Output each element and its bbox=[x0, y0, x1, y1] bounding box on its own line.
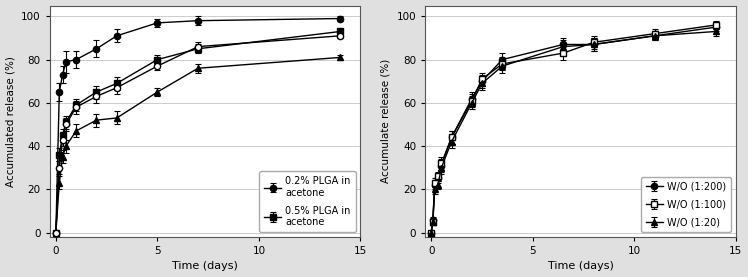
X-axis label: Time (days): Time (days) bbox=[172, 261, 238, 271]
Y-axis label: Accumulated release (%): Accumulated release (%) bbox=[5, 56, 16, 187]
Y-axis label: Accumulate release (%): Accumulate release (%) bbox=[381, 59, 391, 183]
Legend: W/O (1:200), W/O (1:100), W/O (1:20): W/O (1:200), W/O (1:100), W/O (1:20) bbox=[641, 177, 731, 232]
X-axis label: Time (days): Time (days) bbox=[548, 261, 613, 271]
Legend: 0.2% PLGA in
acetone, 0.5% PLGA in
acetone: 0.2% PLGA in acetone, 0.5% PLGA in aceto… bbox=[259, 171, 355, 232]
